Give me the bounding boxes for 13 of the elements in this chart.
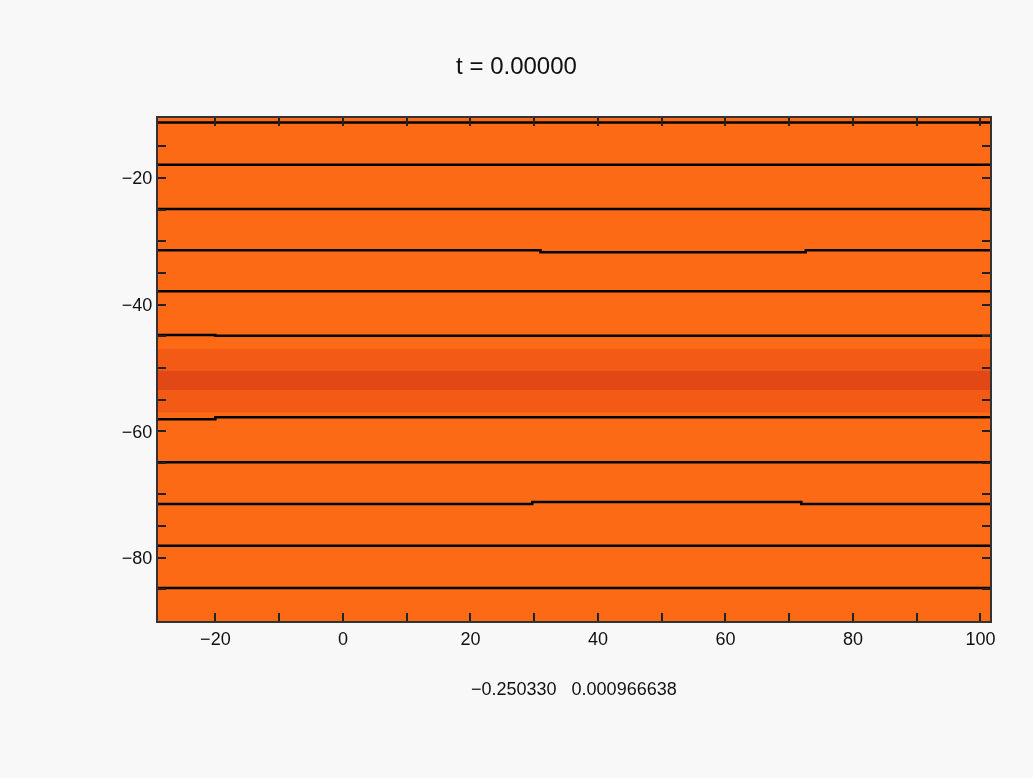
- x-tick-label: 40: [587, 628, 608, 649]
- x-tick-label: 80: [842, 628, 863, 649]
- text: −0.250330 0.000966638: [471, 679, 677, 699]
- x-tick-label: 100: [965, 628, 996, 649]
- y-tick-label: −60: [121, 421, 153, 442]
- chart-title: t = 0.00000: [456, 51, 577, 79]
- x-tick-label: 20: [460, 628, 481, 649]
- x-tick-label: −20: [200, 628, 231, 649]
- y-tick-label: −40: [121, 294, 153, 315]
- x-tick-label: 60: [715, 628, 736, 649]
- x-tick-label: 0: [337, 628, 348, 649]
- y-tick-label: −20: [121, 168, 153, 189]
- y-tick-label: −80: [121, 548, 153, 569]
